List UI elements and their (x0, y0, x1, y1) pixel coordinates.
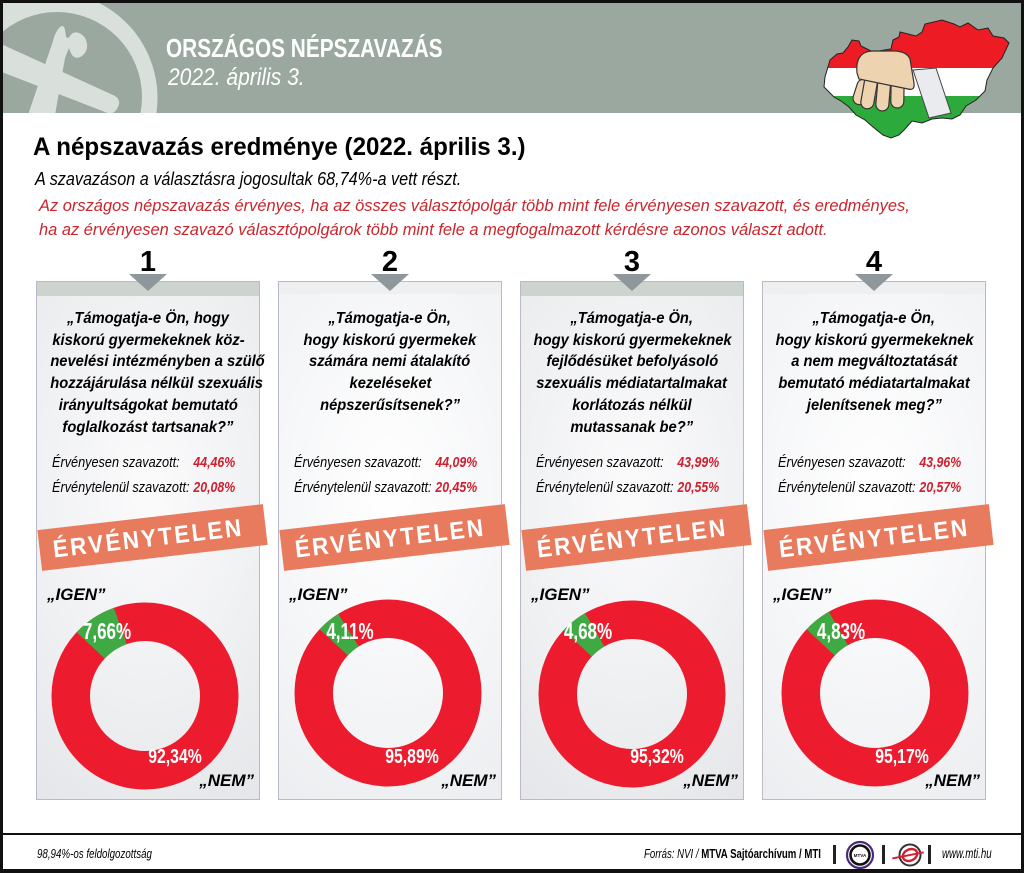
svg-text:MTVA: MTVA (854, 853, 867, 858)
